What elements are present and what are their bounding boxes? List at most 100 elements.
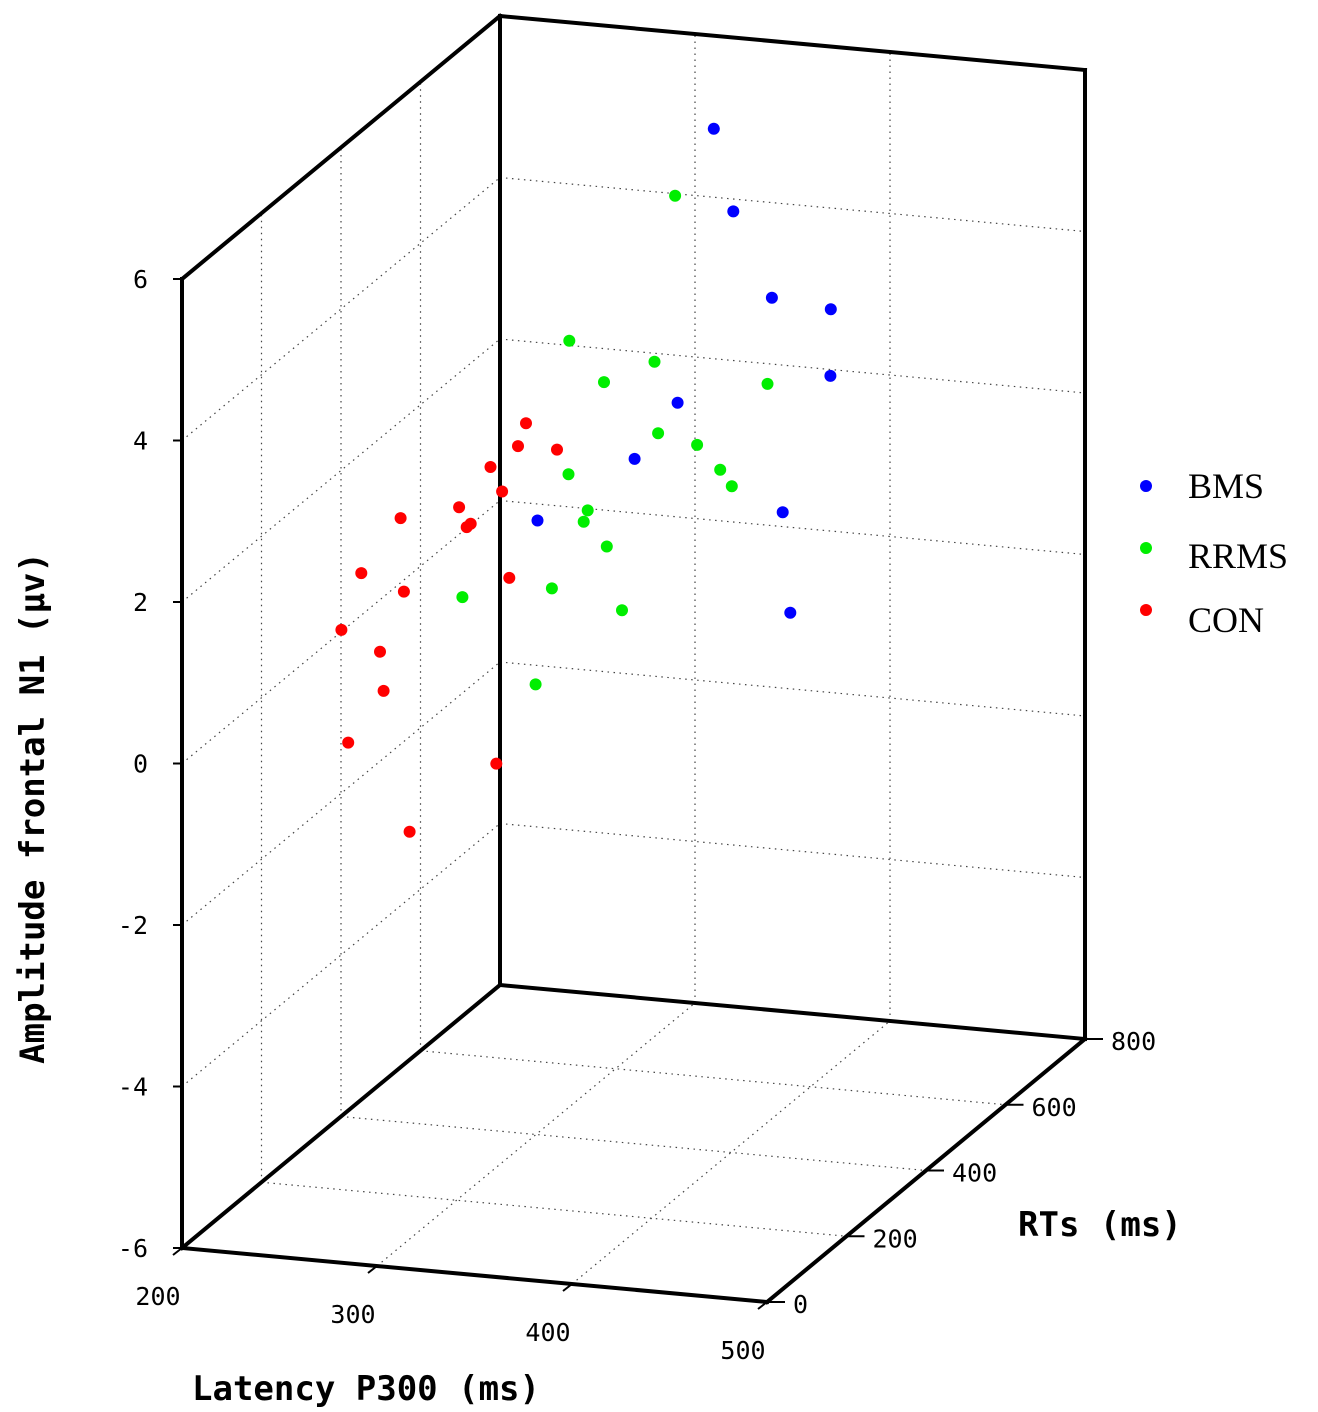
x-tick-label: 500 [720,1336,765,1365]
x-tick-label: 200 [135,1282,180,1311]
z-tick-label: 6 [133,265,148,294]
data-point-con [394,512,407,525]
legend-item-con: CON [1140,600,1264,640]
grid-line-floor-y [261,1181,847,1237]
z-tick-label: 4 [133,427,148,456]
data-point-con [484,461,497,473]
data-point-bms [628,452,641,465]
axis-edge-y-left [179,982,503,1251]
z-tick-label: -2 [118,911,148,940]
data-point-bms [776,506,789,519]
x-axis-label: Latency P300 (ms) [192,1369,540,1409]
data-point-bms [765,291,778,304]
data-point-con [520,417,532,430]
x-tick-mark [562,1283,573,1292]
data-point-rrms [714,463,727,476]
legend-marker-con [1140,604,1152,616]
axis-box [179,13,1088,1305]
x-tick-mark [367,1265,378,1274]
data-point-con [374,645,386,658]
data-points [335,122,837,838]
data-point-rrms [545,582,558,595]
data-point-rrms [761,377,774,390]
data-point-rrms [652,427,665,440]
x-axis-title: Latency P300 (ms) [192,1369,540,1409]
data-point-rrms [648,355,661,368]
data-point-rrms [577,515,590,528]
data-point-con [335,623,348,636]
grid-line-floor-y [420,1050,1006,1106]
z-tick-label: -4 [118,1073,148,1102]
grid-line-back-z [499,176,1086,233]
grid-line-left-z [181,823,501,1087]
grid-line-floor-x [376,1002,696,1267]
grid-lines [181,15,1086,1303]
x-tick-label: 300 [330,1300,375,1329]
legend-label-con: CON [1188,600,1264,640]
data-point-con [342,736,355,749]
data-point-rrms [616,604,628,617]
x-tick-mark [172,1247,183,1256]
axis-edge-x-back-floor [497,982,1088,1042]
data-point-con [490,757,503,770]
data-point-bms [531,514,544,527]
axis-edge-x-top [497,13,1088,73]
data-point-con [397,585,410,598]
grid-line-back-z [499,661,1086,717]
legend-item-rrms: RRMS [1140,536,1288,576]
legend-label-bms: BMS [1188,466,1264,506]
legend-marker-rrms [1140,542,1152,554]
data-point-rrms [691,438,704,451]
data-point-rrms [563,334,576,347]
grid-line-back-z [499,338,1086,394]
y-tick-label: 400 [952,1159,997,1188]
data-point-con [403,825,416,838]
legend-item-bms: BMS [1140,466,1264,506]
legend-label-rrms: RRMS [1188,536,1288,576]
data-point-con [496,485,509,498]
y-tick-label: 800 [1111,1027,1156,1056]
z-axis-title: Amplitude frontal N1 (μv) [13,552,53,1064]
data-point-con [460,521,473,534]
data-point-con [453,501,466,514]
y-tick-label: 0 [793,1290,808,1319]
z-tick-label: -6 [118,1234,148,1263]
data-point-bms [671,396,684,409]
data-point-rrms [562,468,575,481]
data-point-rrms [581,504,594,517]
x-tick-label: 400 [525,1318,570,1347]
data-point-con [551,443,563,456]
data-point-con [503,571,516,584]
y-tick-label: 200 [873,1224,918,1253]
y-axis-label: RTs (ms) [1018,1205,1182,1245]
y-tick-label: 600 [1032,1093,1077,1122]
legend: BMS RRMS CON [1140,466,1288,640]
data-point-rrms [456,591,469,604]
data-point-bms [727,205,740,218]
data-point-bms [824,369,837,382]
data-point-con [355,567,368,580]
axis-edge-x-front [179,1245,770,1305]
grid-line-floor-y [340,1115,927,1172]
data-point-rrms [669,189,682,202]
z-axis-label: Amplitude frontal N1 (μv) [13,552,53,1064]
y-axis-title: RTs (ms) [1018,1205,1182,1245]
axis-edge-y-top [179,13,503,282]
x-tick-mark [757,1301,768,1310]
z-tick-label: 2 [133,588,148,617]
axis-ticks: -6 -4 -2 0 2 4 6 200 300 400 500 0 200 400 600 800 [118,265,1156,1365]
data-point-rrms [600,540,613,553]
data-point-rrms [725,480,738,493]
data-point-con [377,684,390,697]
data-point-rrms [529,678,542,691]
grid-line-back-z [499,822,1086,879]
grid-line-floor-x [571,1020,891,1285]
data-point-bms [707,122,720,135]
legend-marker-bms [1140,480,1152,492]
z-tick-label: 0 [133,750,148,779]
data-point-rrms [598,376,610,389]
data-point-bms [784,606,797,619]
data-point-con [512,440,524,453]
data-point-bms [824,303,837,316]
